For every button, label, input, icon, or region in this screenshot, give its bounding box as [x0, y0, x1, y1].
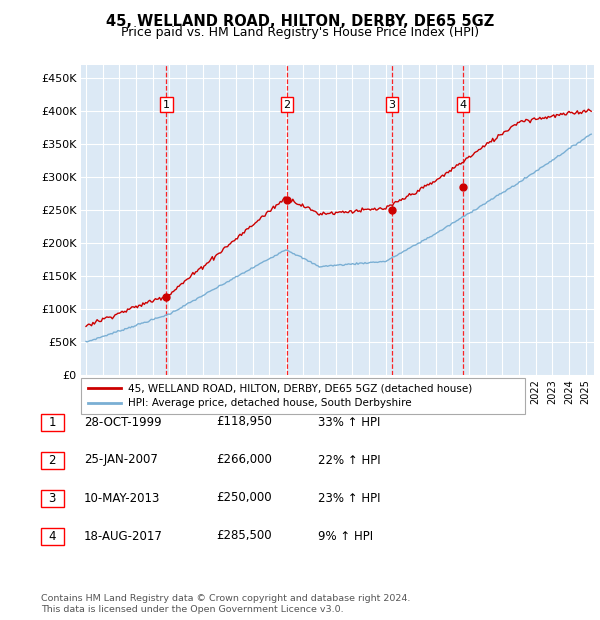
Text: 18-AUG-2017: 18-AUG-2017 [84, 529, 163, 542]
Text: £118,950: £118,950 [216, 415, 272, 428]
Text: Contains HM Land Registry data © Crown copyright and database right 2024.
This d: Contains HM Land Registry data © Crown c… [41, 595, 410, 614]
Text: 1: 1 [163, 100, 170, 110]
Text: HPI: Average price, detached house, South Derbyshire: HPI: Average price, detached house, Sout… [128, 399, 412, 409]
Text: £250,000: £250,000 [216, 492, 272, 505]
Text: 45, WELLAND ROAD, HILTON, DERBY, DE65 5GZ (detached house): 45, WELLAND ROAD, HILTON, DERBY, DE65 5G… [128, 383, 473, 393]
Text: Price paid vs. HM Land Registry's House Price Index (HPI): Price paid vs. HM Land Registry's House … [121, 26, 479, 39]
Text: 28-OCT-1999: 28-OCT-1999 [84, 415, 161, 428]
Text: 4: 4 [49, 529, 56, 542]
Text: 45, WELLAND ROAD, HILTON, DERBY, DE65 5GZ: 45, WELLAND ROAD, HILTON, DERBY, DE65 5G… [106, 14, 494, 29]
Text: 3: 3 [388, 100, 395, 110]
Text: 33% ↑ HPI: 33% ↑ HPI [318, 415, 380, 428]
Text: 25-JAN-2007: 25-JAN-2007 [84, 453, 158, 466]
Text: 23% ↑ HPI: 23% ↑ HPI [318, 492, 380, 505]
Text: 9% ↑ HPI: 9% ↑ HPI [318, 529, 373, 542]
Text: £266,000: £266,000 [216, 453, 272, 466]
Text: 2: 2 [283, 100, 290, 110]
Text: 10-MAY-2013: 10-MAY-2013 [84, 492, 160, 505]
Text: 4: 4 [460, 100, 466, 110]
Text: 3: 3 [49, 492, 56, 505]
Text: 2: 2 [49, 453, 56, 466]
Text: 22% ↑ HPI: 22% ↑ HPI [318, 453, 380, 466]
Text: 1: 1 [49, 415, 56, 428]
Text: £285,500: £285,500 [216, 529, 272, 542]
